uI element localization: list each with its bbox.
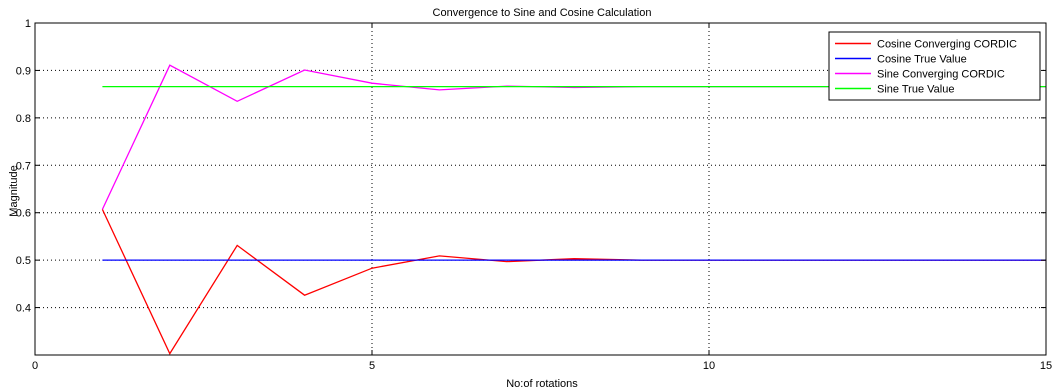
- x-axis-label: No:of rotations: [506, 378, 578, 390]
- y-tick-label: 0.5: [16, 255, 31, 267]
- legend-label-2: Sine Converging CORDIC: [877, 69, 1005, 81]
- axes-box: [34, 22, 1047, 356]
- y-tick-label: 1: [25, 18, 31, 30]
- y-tick-label: 0.9: [16, 65, 31, 77]
- x-tick-label: 15: [1040, 360, 1052, 372]
- legend-label-1: Cosine True Value: [877, 54, 967, 66]
- legend-label-3: Sine True Value: [877, 84, 954, 96]
- chart-title: Convergence to Sine and Cosine Calculati…: [433, 7, 652, 19]
- y-tick-label: 0.6: [16, 208, 31, 220]
- legend: Cosine Converging CORDIC Cosine True Valu…: [828, 31, 1041, 101]
- legend-label-0: Cosine Converging CORDIC: [877, 39, 1017, 51]
- x-tick-label: 5: [369, 360, 375, 372]
- y-tick-label: 0.7: [16, 160, 31, 172]
- x-tick-label: 10: [703, 360, 715, 372]
- y-tick-label: 0.8: [16, 113, 31, 125]
- x-tick-label: 0: [32, 360, 38, 372]
- y-axis-label: Magnitude: [8, 165, 20, 216]
- y-tick-label: 0.4: [16, 303, 31, 315]
